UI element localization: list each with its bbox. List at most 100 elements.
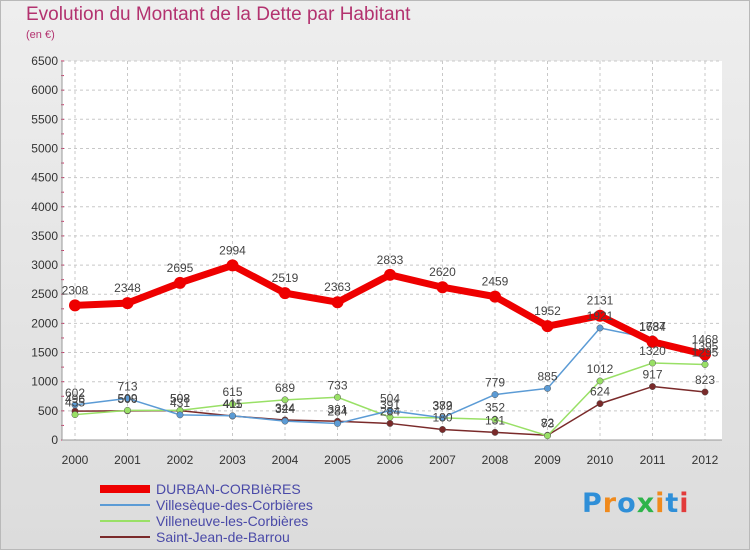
y-tick-label: 1000 [31, 375, 58, 389]
x-tick-label: 2001 [114, 453, 141, 467]
data-label: 2459 [482, 275, 509, 289]
data-label: 411 [223, 397, 242, 411]
x-tick-label: 2006 [377, 453, 404, 467]
data-label: 379 [432, 399, 452, 413]
data-label: 2994 [219, 243, 246, 257]
data-point [646, 335, 659, 348]
data-point [334, 419, 341, 427]
y-tick-label: 4000 [31, 200, 58, 214]
data-label: 391 [380, 398, 400, 412]
y-tick-label: 6500 [31, 54, 58, 68]
data-label: 82 [541, 416, 555, 430]
data-label: 180 [432, 411, 452, 425]
data-label: 382 [432, 399, 452, 413]
data-label: 2308 [62, 283, 89, 297]
data-point [281, 417, 289, 425]
data-point [124, 394, 131, 402]
proxiti-logo: Proxiti [582, 488, 690, 519]
y-tick-label: 6000 [31, 83, 58, 97]
data-label: 2348 [114, 281, 141, 295]
data-label: 624 [590, 385, 610, 399]
x-tick-label: 2011 [640, 453, 666, 467]
data-point [71, 401, 79, 409]
data-label: 352 [485, 400, 505, 414]
data-point [334, 393, 341, 401]
data-label: 823 [695, 373, 715, 387]
data-point [594, 309, 606, 322]
data-label: 1320 [639, 344, 666, 358]
x-tick-label: 2010 [587, 453, 614, 467]
y-tick-label: 2000 [31, 316, 58, 330]
y-tick-label: 1500 [31, 346, 58, 360]
data-point [69, 299, 81, 312]
data-label: 1468 [692, 332, 719, 346]
data-point [386, 407, 394, 415]
logo-letter: x [636, 488, 656, 519]
data-point [384, 268, 396, 281]
data-point [489, 290, 501, 303]
y-tick-label: 2500 [31, 287, 58, 301]
data-label: 284 [380, 404, 400, 418]
data-point [649, 383, 656, 390]
data-point [121, 297, 134, 310]
data-point [124, 406, 131, 414]
data-label: 508 [170, 391, 190, 405]
data-label: 500 [117, 392, 137, 406]
data-point [439, 426, 446, 433]
data-label: 415 [222, 397, 242, 411]
y-tick-label: 5500 [31, 112, 58, 126]
data-label: 509 [117, 391, 137, 405]
data-label: 131 [485, 413, 505, 427]
data-label: 779 [485, 376, 505, 390]
data-label: 435 [65, 396, 85, 410]
logo-letter: P [582, 488, 603, 519]
data-label: 917 [642, 368, 662, 382]
data-label: 602 [65, 386, 85, 400]
data-point [544, 432, 551, 440]
data-point [491, 416, 499, 423]
logo-letter: t [665, 488, 680, 519]
data-label: 504 [380, 392, 400, 406]
logo-letter: r [602, 488, 618, 519]
x-tick-label: 2008 [482, 453, 509, 467]
chart-title: Evolution du Montant de la Dette par Hab… [26, 4, 411, 25]
legend-label: Saint-Jean-de-Barrou [156, 529, 290, 545]
logo-letter: i [679, 488, 690, 519]
y-tick-label: 500 [38, 404, 58, 418]
data-point [491, 391, 499, 399]
data-label: 284 [327, 404, 347, 418]
data-point [701, 361, 709, 368]
y-tick-label: 4500 [31, 171, 58, 185]
x-tick-label: 2007 [429, 453, 456, 467]
x-tick-label: 2009 [534, 453, 561, 467]
data-point [541, 320, 554, 333]
data-point [386, 419, 394, 427]
data-label: 1012 [587, 362, 614, 376]
chart-subtitle: (en €) [26, 29, 55, 41]
data-point [281, 396, 289, 404]
data-label: 1952 [534, 304, 561, 318]
data-point [491, 428, 499, 436]
plot-area [62, 61, 722, 440]
data-label: 885 [537, 369, 557, 383]
data-point [544, 384, 551, 392]
data-label: 1295 [692, 345, 719, 359]
data-point [174, 276, 186, 289]
data-point [436, 281, 449, 294]
data-point [439, 414, 446, 422]
data-label: 2363 [324, 280, 351, 294]
x-tick-label: 2002 [167, 453, 194, 467]
y-tick-label: 5000 [31, 141, 58, 155]
data-label: 503 [170, 392, 190, 406]
data-point [699, 348, 711, 361]
data-label: 2833 [377, 253, 404, 267]
data-label: 2131 [587, 294, 614, 308]
x-tick-label: 2000 [62, 453, 89, 467]
data-label: 2695 [167, 261, 194, 275]
x-tick-label: 2005 [324, 453, 351, 467]
data-label: 344 [275, 401, 295, 415]
legend-label: DURBAN-CORBIèRES [156, 481, 301, 497]
data-label: 1737 [639, 320, 666, 334]
data-label: 431 [170, 396, 190, 410]
